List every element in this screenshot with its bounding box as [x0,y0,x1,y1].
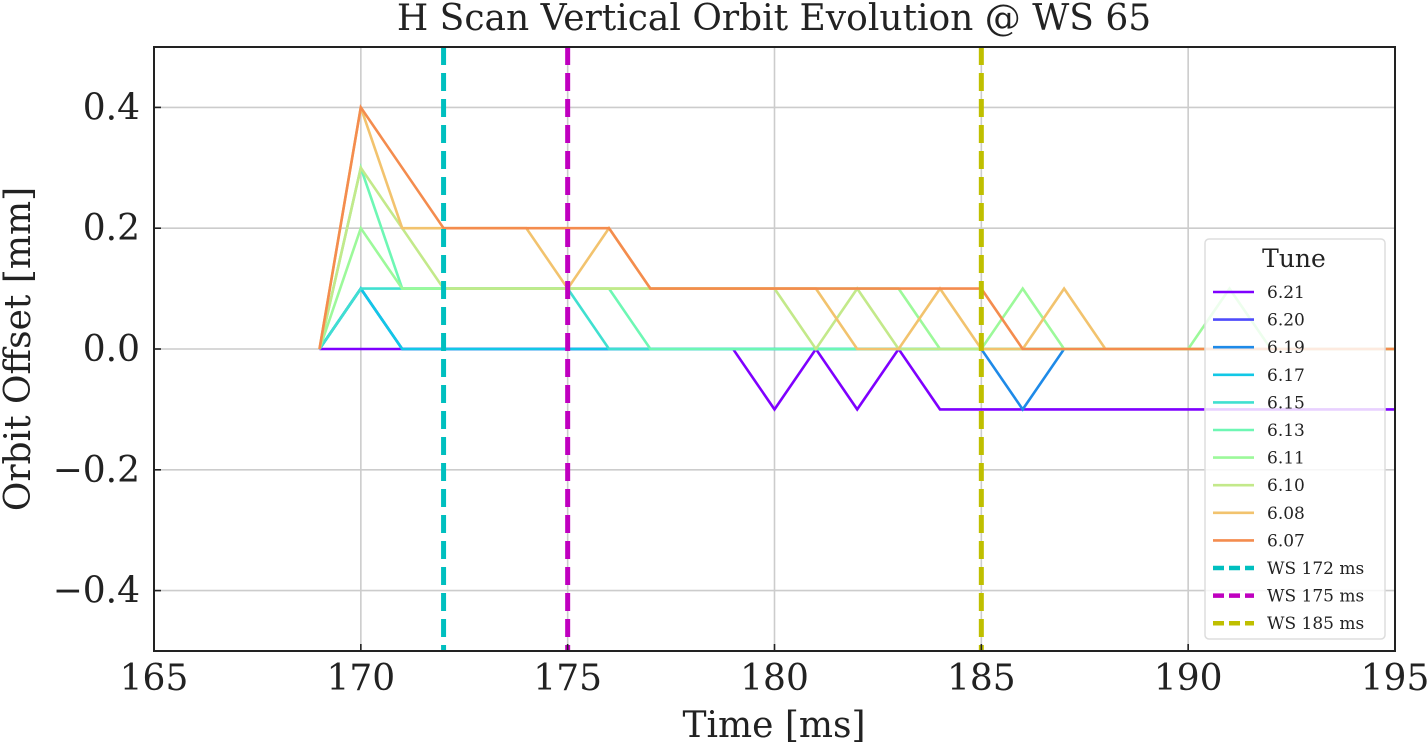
legend-label: 6.17 [1267,366,1305,386]
legend-title: Tune [1262,244,1326,273]
x-tick-label: 195 [1361,658,1428,699]
legend-entry: 6.20 [1213,311,1305,331]
legend-entry: WS 172 ms [1213,559,1364,579]
legend-label: 6.21 [1267,283,1305,303]
legend-label: 6.07 [1267,531,1305,551]
legend-entry: 6.07 [1213,531,1305,551]
legend-label: WS 175 ms [1267,587,1364,607]
x-tick-label: 170 [326,658,395,699]
y-tick-label: −0.2 [53,450,140,491]
legend-entry: 6.13 [1213,421,1305,441]
axis-ticks: 165 170 175 180 185 190 195 −0.4 −0.2 0.0 0.2 0.4 [53,87,1428,699]
legend-entry: 6.15 [1213,393,1305,413]
reference-lines [441,47,984,651]
legend-label: 6.19 [1267,338,1305,358]
legend-entry: WS 185 ms [1213,614,1364,634]
legend-label: WS 185 ms [1267,614,1364,634]
legend-label: 6.20 [1267,311,1305,331]
legend-entry: 6.11 [1213,449,1305,469]
legend-entry: 6.08 [1213,504,1305,524]
legend-label: 6.08 [1267,504,1305,524]
legend: Tune 6.21 6.20 6.19 6.17 6.15 6.13 6.11 6.10 6.08… [1204,238,1386,640]
legend-label: 6.11 [1267,449,1305,469]
x-tick-label: 180 [740,658,809,699]
legend-entry: 6.19 [1213,338,1305,358]
chart-title: H Scan Vertical Orbit Evolution @ WS 65 [397,0,1151,39]
legend-entry: WS 175 ms [1213,587,1364,607]
y-axis-label: Orbit Offset [mm] [0,187,39,511]
y-tick-label: −0.4 [53,571,140,612]
legend-box [1204,238,1386,640]
legend-entry: 6.10 [1213,476,1305,496]
legend-label: 6.10 [1267,476,1305,496]
legend-label: 6.15 [1267,393,1305,413]
y-tick-label: 0.2 [83,208,140,249]
y-tick-label: 0.4 [83,87,140,128]
x-tick-label: 175 [533,658,602,699]
y-tick-label: 0.0 [83,329,140,370]
legend-label: 6.13 [1267,421,1305,441]
x-tick-label: 185 [947,658,1016,699]
legend-label: WS 172 ms [1267,559,1364,579]
legend-entry: 6.17 [1213,366,1305,386]
x-tick-label: 165 [120,658,189,699]
x-axis-label: Time [ms] [682,705,865,743]
x-tick-label: 190 [1154,658,1223,699]
legend-entry: 6.21 [1213,283,1305,303]
